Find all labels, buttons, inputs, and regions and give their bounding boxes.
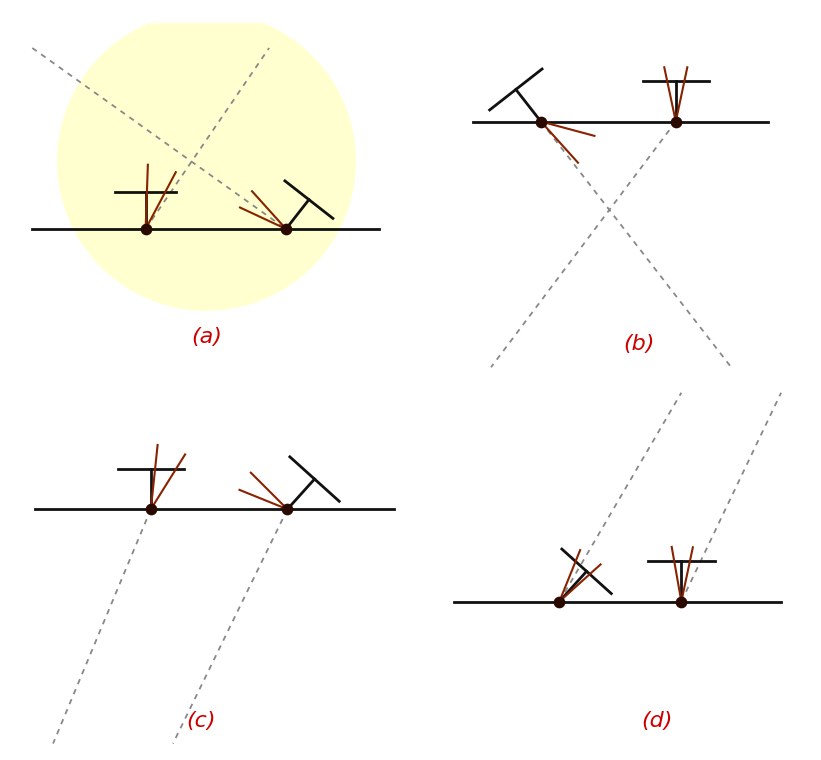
Point xyxy=(534,116,548,128)
Text: (d): (d) xyxy=(642,711,673,731)
Circle shape xyxy=(57,12,355,310)
Point xyxy=(144,503,158,515)
Point xyxy=(279,223,292,235)
Text: (c): (c) xyxy=(186,711,215,730)
Point xyxy=(669,116,682,128)
Point xyxy=(675,595,688,607)
Point xyxy=(281,503,294,515)
Point xyxy=(553,595,566,607)
Text: (a): (a) xyxy=(191,328,222,347)
Text: (b): (b) xyxy=(623,334,654,354)
Point xyxy=(139,223,152,235)
